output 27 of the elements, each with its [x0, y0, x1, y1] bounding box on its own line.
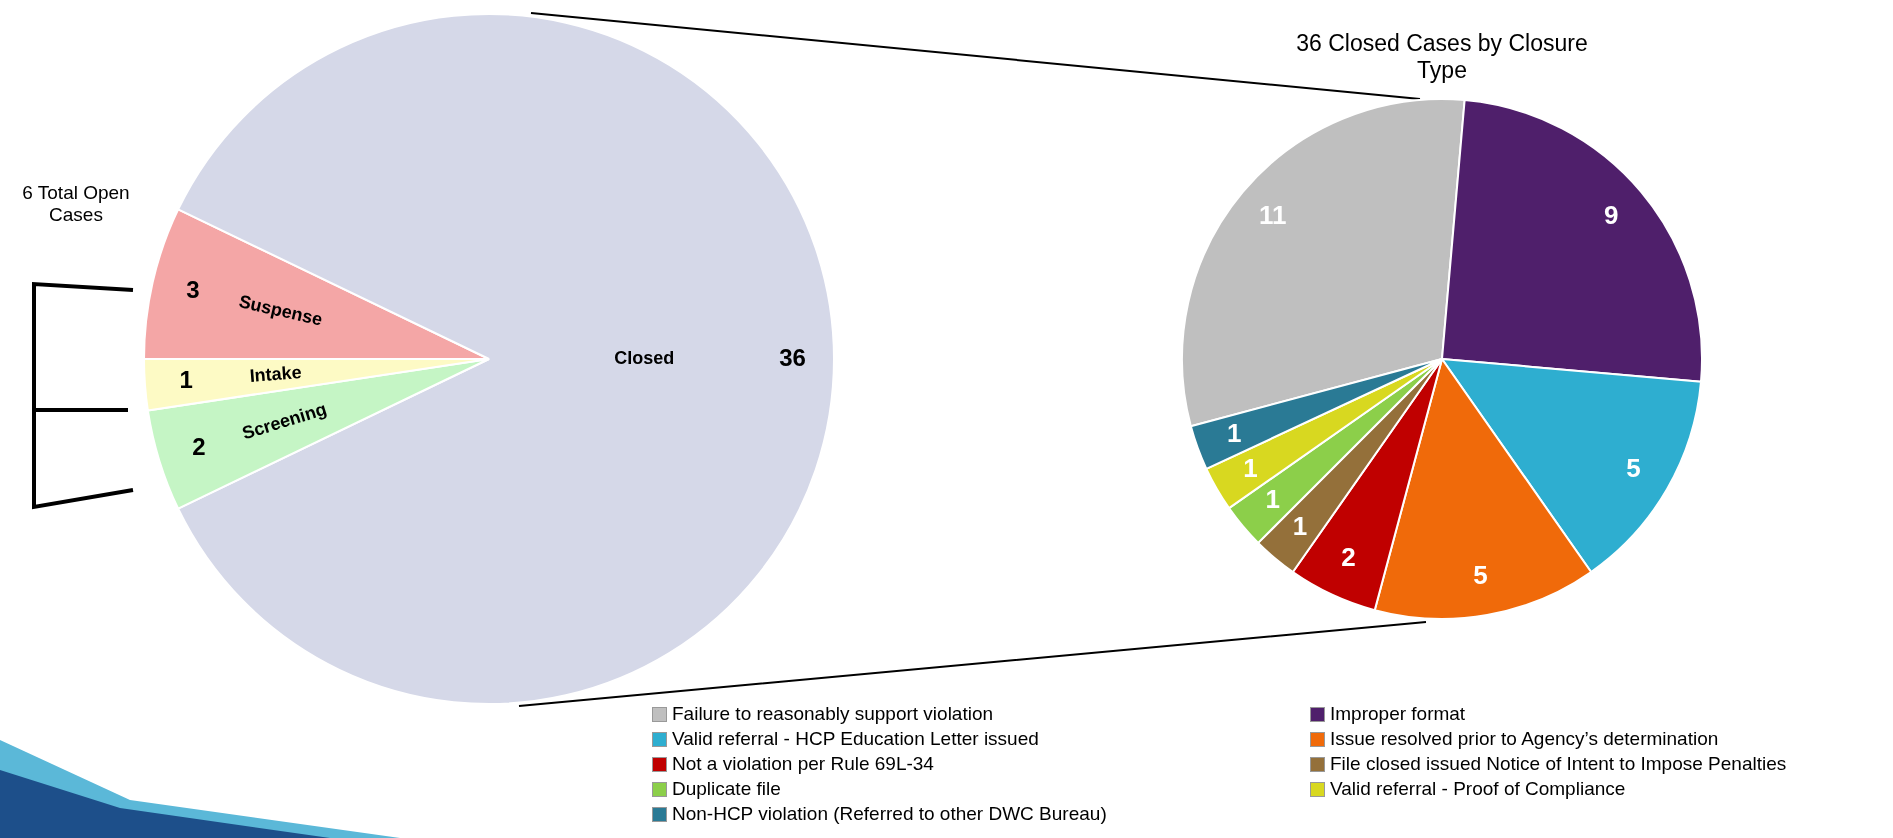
- data-label: 3: [186, 276, 200, 304]
- data-label: 5: [1626, 452, 1641, 483]
- legend-label: Not a violation per Rule 69L-34: [672, 753, 934, 775]
- text: 6 Total Open Cases: [21, 182, 131, 226]
- legend-label: Failure to reasonably support violation: [672, 703, 994, 725]
- legend-label: Duplicate file: [672, 778, 781, 800]
- legend-label: Valid referral - Proof of Compliance: [1330, 778, 1626, 800]
- data-label: 1: [1292, 511, 1308, 542]
- data-label: 1: [1265, 484, 1280, 515]
- chart-title: 36 Closed Cases by Closure Type: [1295, 30, 1589, 84]
- data-label: 5: [1473, 559, 1488, 590]
- data-label: 36: [779, 343, 806, 371]
- slice-label: Suspense: [237, 291, 325, 330]
- data-label: 9: [1604, 200, 1619, 231]
- slice-label: Intake: [248, 362, 303, 386]
- data-label: 1: [1243, 452, 1258, 483]
- data-label: 1: [1227, 417, 1242, 448]
- legend-label: Valid referral - HCP Education Letter issued: [672, 728, 1039, 750]
- legend-label: Improper format: [1330, 703, 1466, 725]
- data-label: 2: [1341, 542, 1356, 573]
- legend-label: File closed issued Notice of Intent to Impose Penalties: [1330, 753, 1787, 775]
- data-label: 11: [1258, 200, 1287, 231]
- data-label: 2: [192, 433, 206, 461]
- slice-label: Closed: [614, 347, 675, 368]
- data-label: 1: [179, 366, 193, 394]
- legend-label: Issue resolved prior to Agency’s determination: [1330, 728, 1719, 750]
- legend-label: Non-HCP violation (Referred to other DWC Bureau): [672, 803, 1107, 825]
